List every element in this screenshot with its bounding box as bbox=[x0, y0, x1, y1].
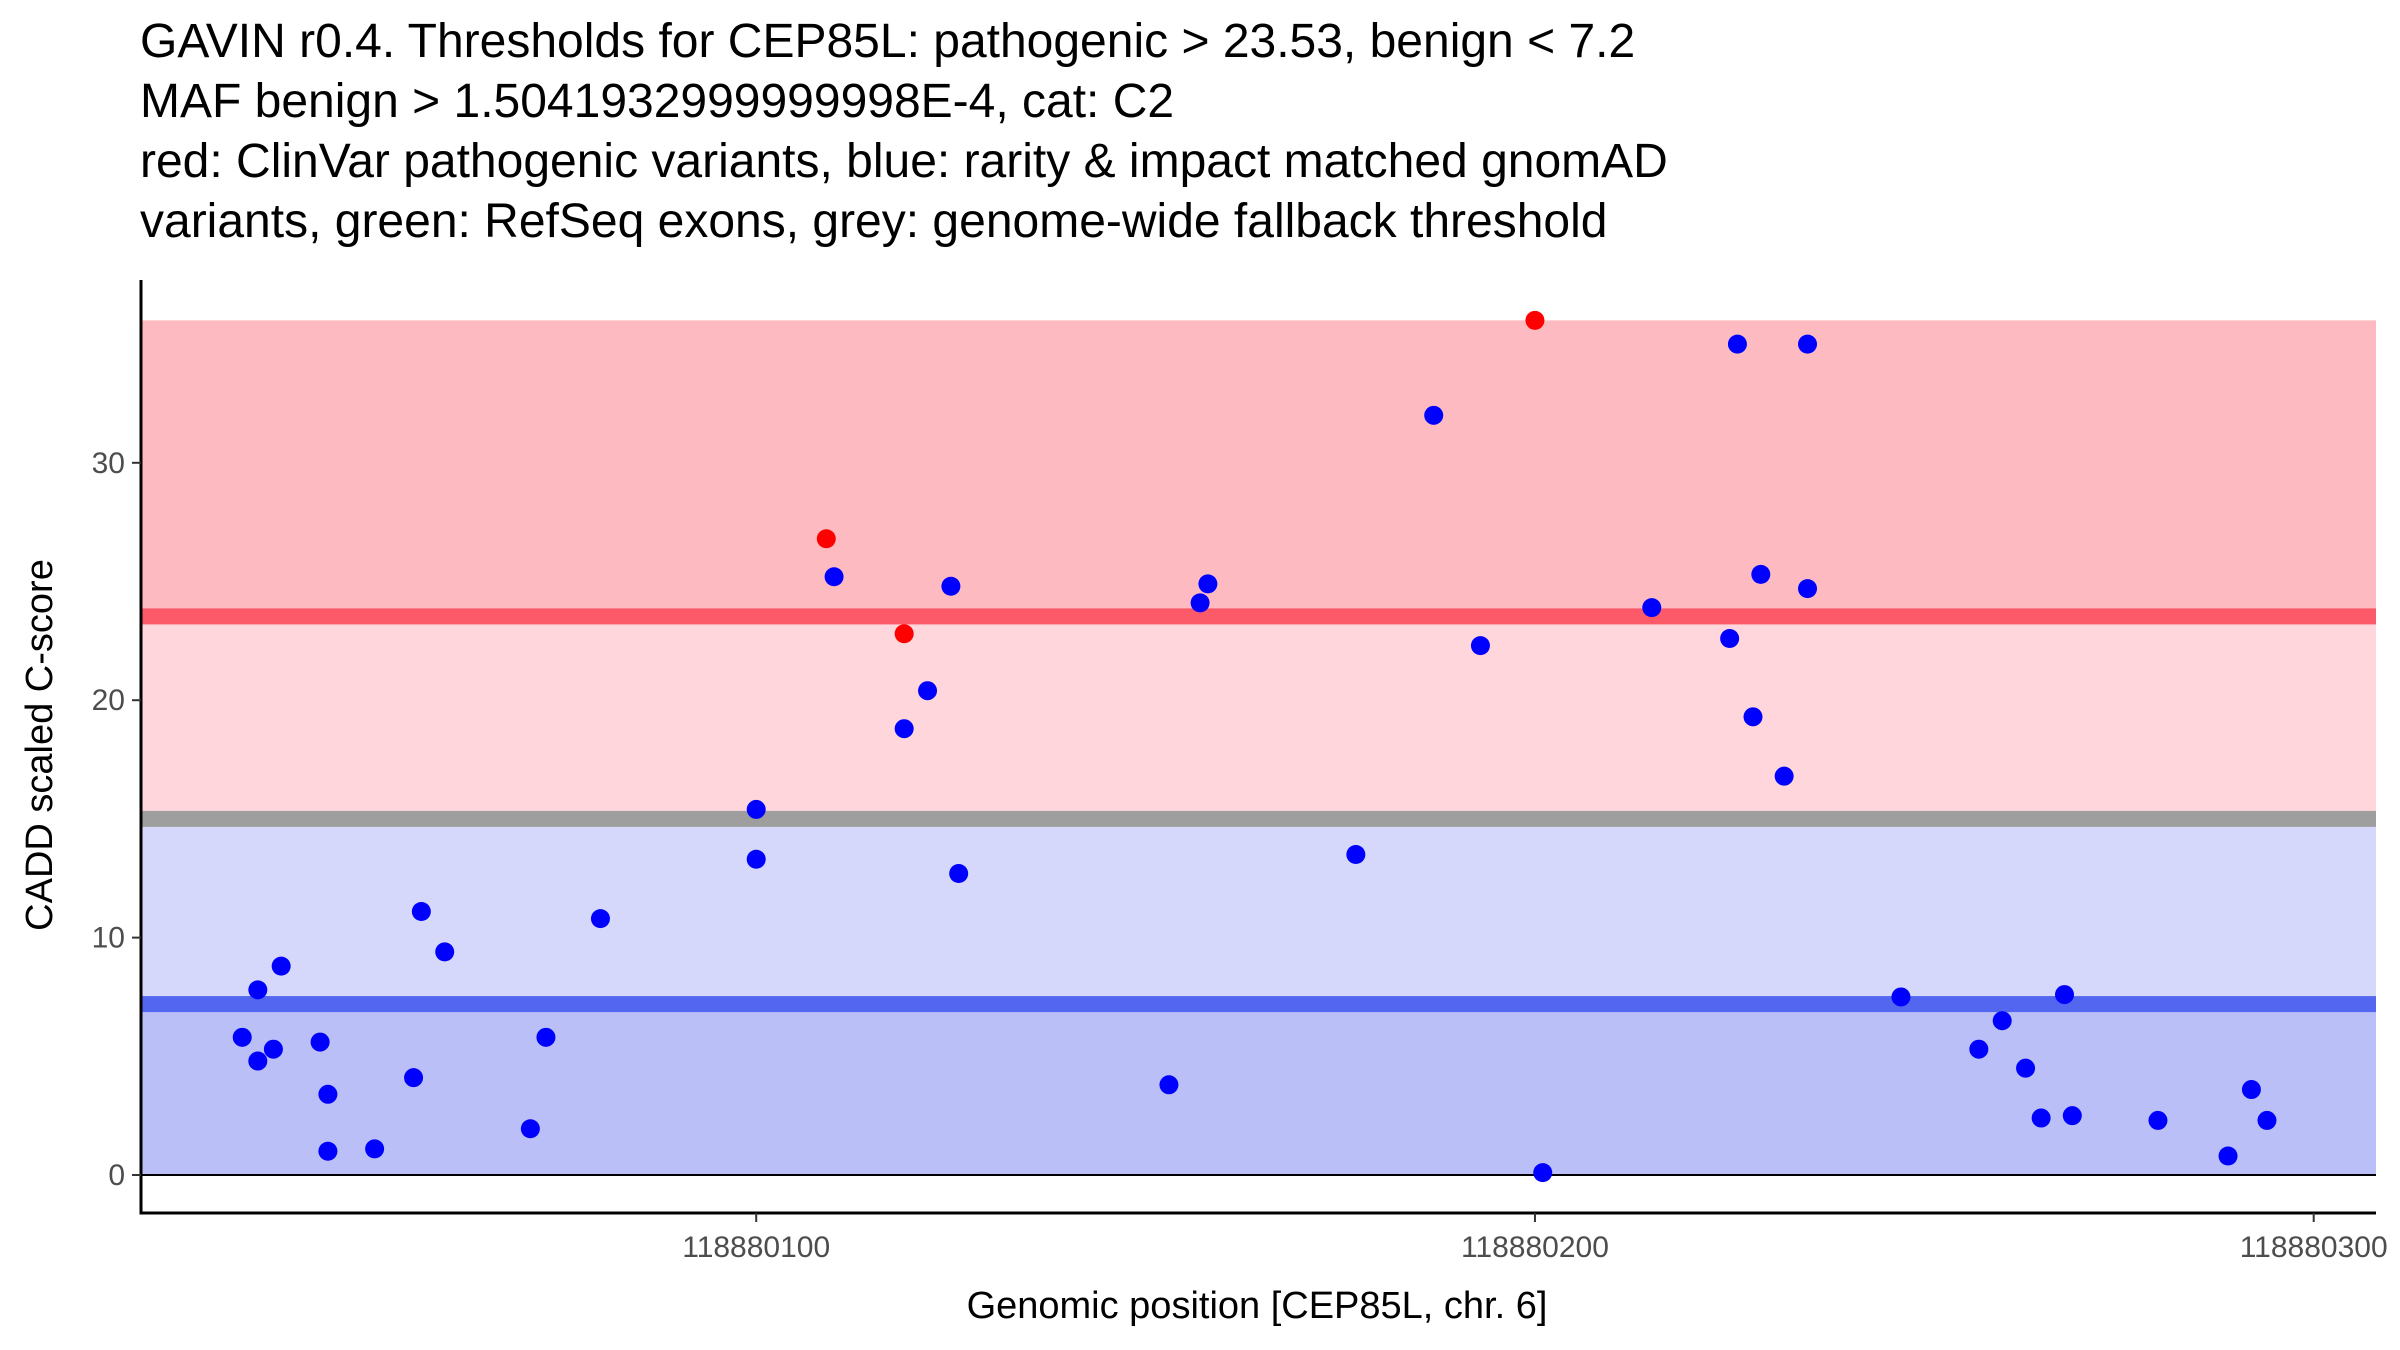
gnomad-point bbox=[435, 942, 455, 962]
gnomad-point bbox=[918, 681, 938, 701]
gnomad-point bbox=[949, 864, 969, 884]
pathogenic-threshold-line bbox=[141, 608, 2376, 625]
gnomad-point bbox=[520, 1119, 540, 1139]
gnomad-point bbox=[318, 1141, 338, 1161]
gnomad-point bbox=[2062, 1106, 2082, 1126]
y-axis-title: CADD scaled C-score bbox=[19, 559, 61, 931]
gnomad-point bbox=[248, 1051, 268, 1071]
gnomad-point bbox=[263, 1039, 283, 1059]
gnomad-point bbox=[271, 956, 291, 976]
gnomad-point bbox=[404, 1068, 424, 1088]
gnomad-point bbox=[2241, 1080, 2261, 1100]
axis-ticks: 0 10 20 30 118880100 118880200 118880300 bbox=[92, 447, 2388, 1264]
gnomad-point bbox=[1159, 1075, 1179, 1095]
gnomad-point bbox=[1743, 707, 1763, 727]
pathogenic-zone-band bbox=[141, 320, 2376, 617]
gnomad-point bbox=[2148, 1110, 2168, 1130]
y-tick-label: 0 bbox=[108, 1159, 125, 1192]
gnomad-point bbox=[1470, 636, 1490, 656]
gnomad-point bbox=[1190, 593, 1210, 613]
gnomad-point bbox=[1751, 564, 1771, 584]
benign-zone-band bbox=[141, 1004, 2376, 1176]
data-points bbox=[232, 310, 2277, 1183]
pathogenic-to-fallback-zone-band bbox=[141, 616, 2376, 819]
gnomad-point bbox=[1891, 987, 1911, 1007]
x-tick-label: 118880200 bbox=[1461, 1231, 1609, 1264]
clinvar-point bbox=[1525, 310, 1545, 330]
gnomad-point bbox=[1992, 1011, 2012, 1031]
gnomad-point bbox=[310, 1032, 330, 1052]
gnomad-point bbox=[1774, 766, 1794, 786]
title-line-3: red: ClinVar pathogenic variants, blue: … bbox=[140, 135, 1668, 188]
gnomad-point bbox=[1727, 334, 1747, 354]
gnomad-point bbox=[1198, 574, 1218, 594]
benign-threshold-line bbox=[141, 996, 2376, 1013]
gnomad-point bbox=[248, 980, 268, 1000]
gnomad-point bbox=[746, 849, 766, 869]
gnomad-point bbox=[746, 799, 766, 819]
title-line-2: MAF benign > 1.5041932999999998E-4, cat:… bbox=[140, 75, 1175, 128]
gnomad-point bbox=[1969, 1039, 1989, 1059]
gnomad-point bbox=[1346, 845, 1366, 865]
gnomad-point bbox=[318, 1084, 338, 1104]
y-tick-label: 20 bbox=[92, 684, 125, 717]
x-axis-title: Genomic position [CEP85L, chr. 6] bbox=[967, 1285, 1548, 1327]
gnomad-point bbox=[1533, 1163, 1553, 1183]
axes bbox=[139, 280, 2376, 1215]
threshold-lines bbox=[141, 608, 2376, 1013]
gnomad-point bbox=[2257, 1110, 2277, 1130]
gnomad-point bbox=[590, 909, 610, 929]
gnomad-point bbox=[1642, 598, 1662, 618]
threshold-bands bbox=[141, 320, 2376, 1176]
clinvar-point bbox=[894, 624, 914, 644]
gnomad-point bbox=[1720, 628, 1740, 648]
gnomad-point bbox=[941, 576, 961, 596]
gnomad-point bbox=[2218, 1146, 2238, 1166]
x-tick-label: 118880100 bbox=[682, 1231, 830, 1264]
gnomad-point bbox=[2055, 985, 2075, 1005]
title-line-4: variants, green: RefSeq exons, grey: gen… bbox=[140, 195, 1608, 248]
x-tick-label: 118880300 bbox=[2240, 1231, 2388, 1264]
gnomad-point bbox=[2016, 1058, 2036, 1078]
clinvar-point bbox=[816, 529, 836, 549]
y-tick-label: 10 bbox=[92, 922, 125, 955]
gnomad-point bbox=[894, 719, 914, 739]
gnomad-point bbox=[1798, 334, 1818, 354]
fallback-to-benign-zone-band bbox=[141, 818, 2376, 1005]
gnomad-point bbox=[365, 1139, 385, 1159]
gnomad-point bbox=[824, 567, 844, 587]
gnomad-point bbox=[1798, 579, 1818, 599]
fallback-threshold-line bbox=[141, 810, 2376, 827]
gnomad-point bbox=[536, 1027, 556, 1047]
gnomad-point bbox=[2031, 1108, 2051, 1128]
gnomad-point bbox=[1424, 405, 1444, 425]
y-tick-label: 30 bbox=[92, 447, 125, 480]
title-line-1: GAVIN r0.4. Thresholds for CEP85L: patho… bbox=[140, 15, 1636, 68]
gnomad-point bbox=[232, 1027, 252, 1047]
gnomad-point bbox=[411, 901, 431, 921]
chart-title: GAVIN r0.4. Thresholds for CEP85L: patho… bbox=[140, 12, 1668, 252]
